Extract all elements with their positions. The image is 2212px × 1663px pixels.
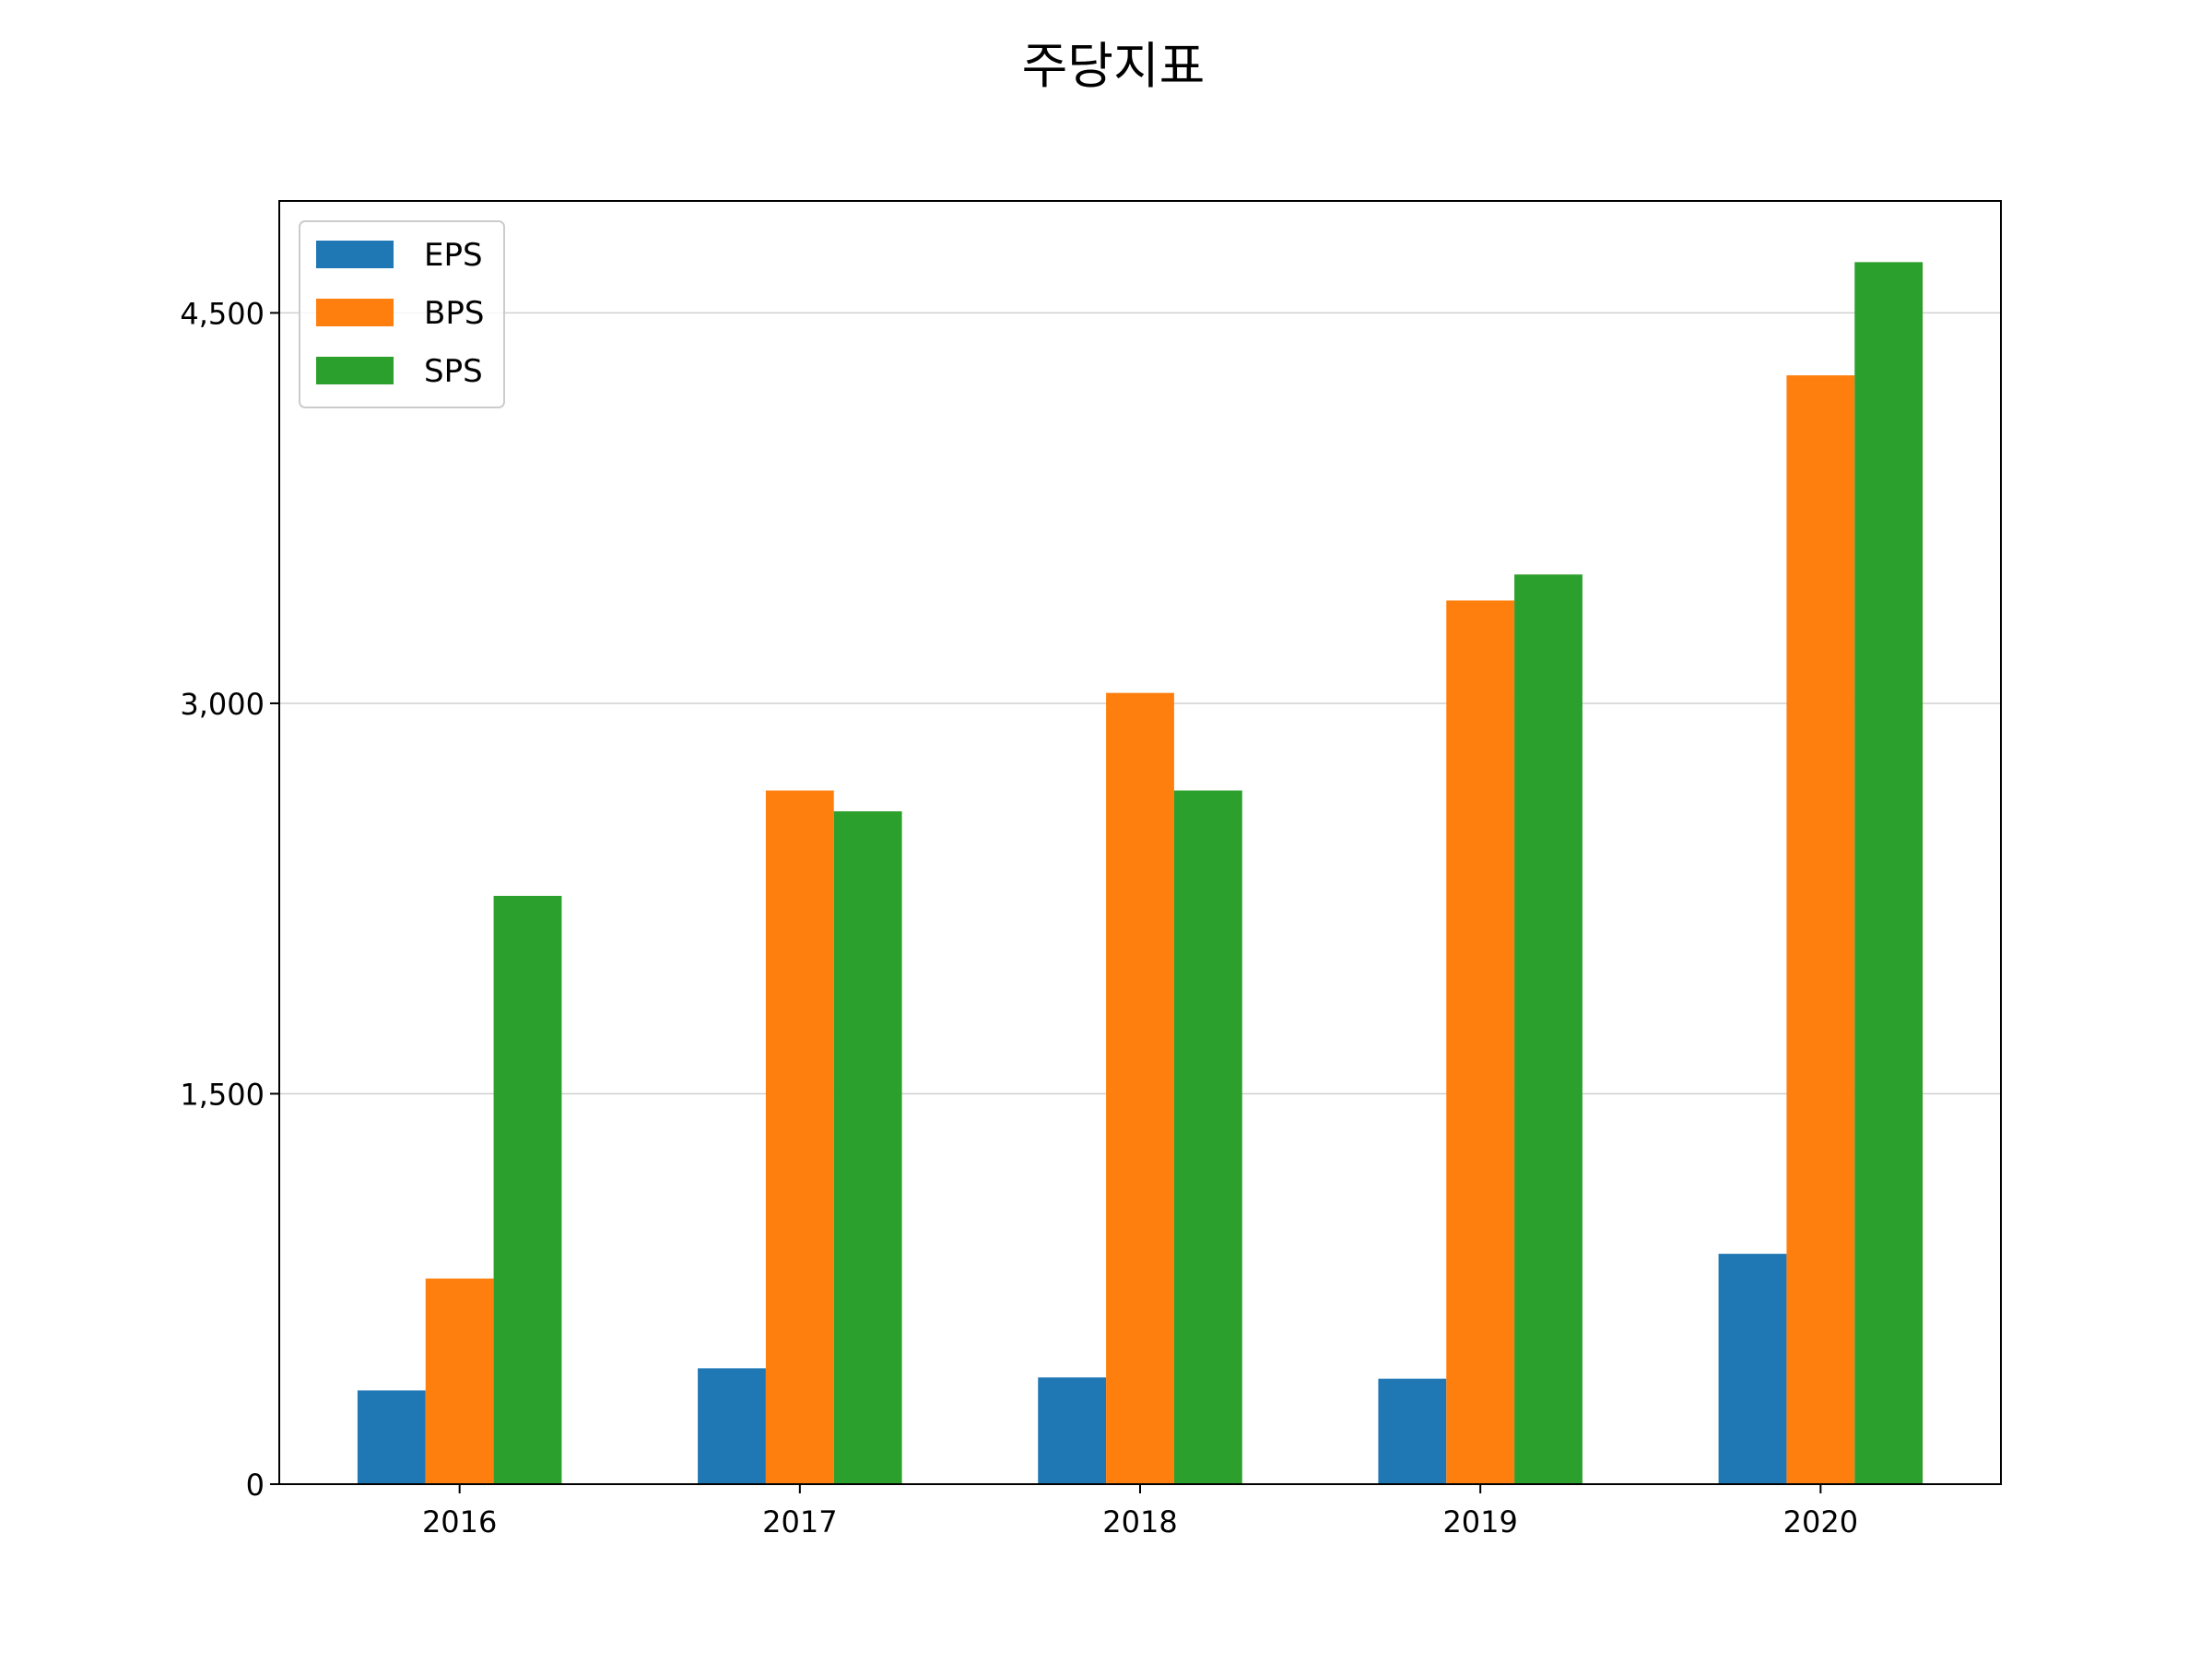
bar-bps-2019 (1446, 600, 1515, 1484)
chart-title: 주당지표 (1022, 37, 1206, 95)
bar-sps-2016 (493, 895, 562, 1484)
bar-sps-2020 (1854, 262, 1924, 1485)
x-tick-label: 2020 (1783, 1504, 1858, 1539)
x-tick-label: 2019 (1442, 1504, 1517, 1539)
y-tick-label: 0 (246, 1468, 265, 1503)
legend-swatch-eps (316, 241, 394, 268)
legend-label-bps: BPS (424, 295, 484, 332)
x-tick-label: 2018 (1102, 1504, 1177, 1539)
x-axis: 2016 2017 2018 2019 2020 (422, 1484, 1858, 1539)
y-tick-label: 3,000 (180, 687, 265, 722)
y-axis: 0 1,500 3,000 4,500 (180, 296, 279, 1503)
bar-bps-2018 (1106, 692, 1174, 1484)
bars (357, 262, 1924, 1485)
bar-eps-2020 (1718, 1254, 1787, 1484)
bar-eps-2016 (357, 1390, 426, 1484)
bar-sps-2018 (1173, 790, 1242, 1484)
legend-label-eps: EPS (424, 237, 483, 274)
legend-label-sps: SPS (424, 353, 483, 390)
bar-eps-2019 (1378, 1378, 1447, 1484)
legend-swatch-sps (316, 357, 394, 384)
bar-sps-2019 (1514, 574, 1583, 1484)
legend: EPS BPS SPS (299, 220, 505, 408)
bar-bps-2016 (425, 1278, 494, 1484)
bar-sps-2017 (833, 811, 902, 1484)
x-tick-label: 2016 (422, 1504, 497, 1539)
legend-swatch-bps (316, 299, 394, 326)
x-tick-label: 2017 (762, 1504, 837, 1539)
bar-eps-2018 (1038, 1377, 1107, 1484)
y-tick-label: 4,500 (180, 296, 265, 331)
bar-bps-2017 (765, 790, 834, 1484)
bar-eps-2017 (698, 1368, 766, 1484)
y-tick-label: 1,500 (180, 1077, 265, 1112)
bar-bps-2020 (1786, 375, 1855, 1485)
